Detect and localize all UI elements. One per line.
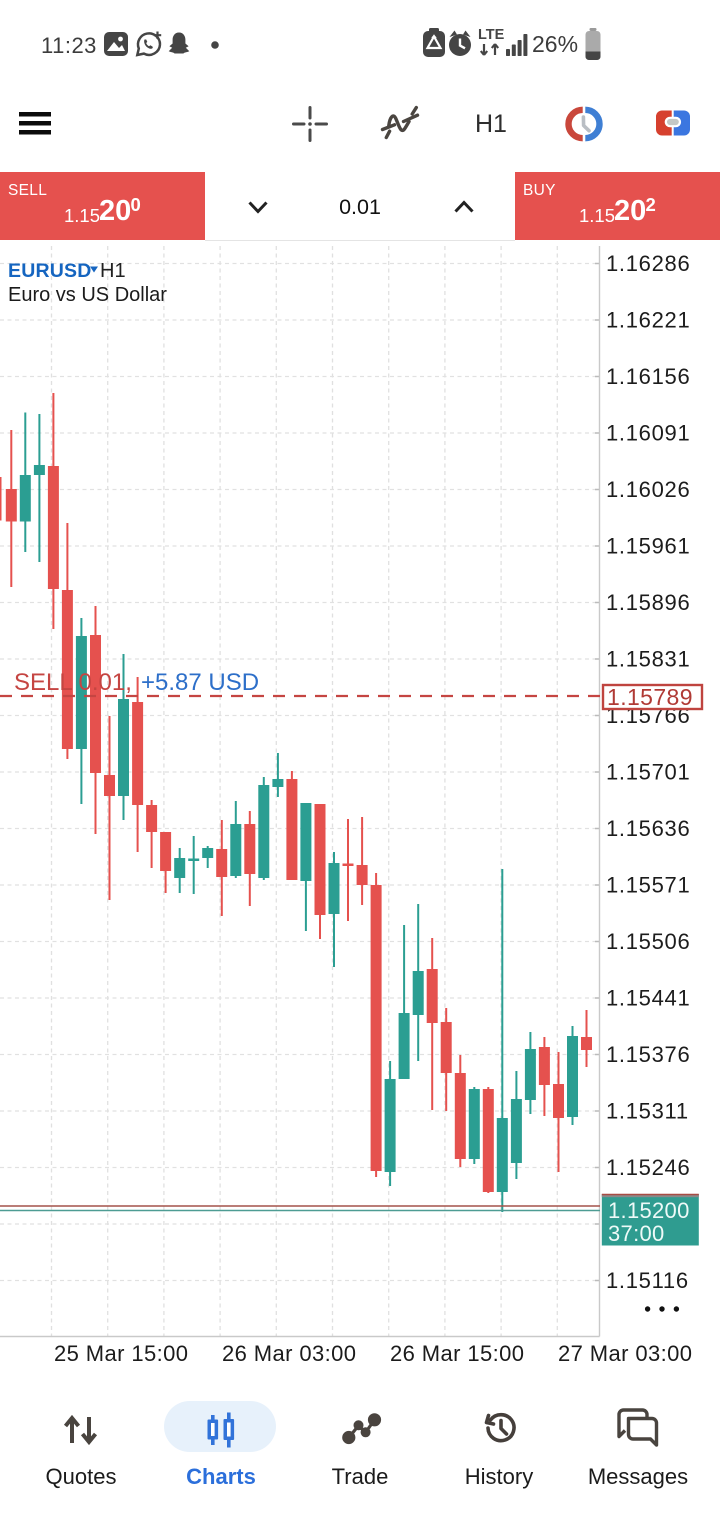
svg-text:1.16026: 1.16026 [606,477,690,502]
svg-text:+5.87 USD: +5.87 USD [141,669,259,696]
svg-text:SELL 0.01,: SELL 0.01, [14,669,132,696]
svg-text:1.15896: 1.15896 [606,590,690,615]
svg-text:27 Mar 03:00: 27 Mar 03:00 [558,1341,692,1366]
svg-text:Euro vs US Dollar: Euro vs US Dollar [8,284,167,306]
svg-text:1.15961: 1.15961 [606,534,690,559]
svg-text:1.15701: 1.15701 [606,760,690,785]
svg-text:1.15636: 1.15636 [606,816,690,841]
svg-text:1.15311: 1.15311 [606,1099,689,1124]
svg-text:H1: H1 [100,260,126,282]
svg-text:1.15200: 1.15200 [608,1198,690,1223]
svg-text:1.16091: 1.16091 [606,421,690,446]
svg-text:1.15571: 1.15571 [606,873,690,898]
svg-text:26 Mar 03:00: 26 Mar 03:00 [222,1341,356,1366]
svg-text:25 Mar 15:00: 25 Mar 15:00 [54,1341,188,1366]
svg-text:37:00: 37:00 [608,1221,665,1246]
svg-text:1.15376: 1.15376 [606,1042,690,1067]
svg-text:1.15246: 1.15246 [606,1155,690,1180]
svg-text:EURUSD: EURUSD [8,260,92,282]
svg-text:1.15831: 1.15831 [606,647,690,672]
svg-text:1.15441: 1.15441 [606,986,690,1011]
svg-text:1.16286: 1.16286 [606,251,690,276]
svg-text:1.16221: 1.16221 [606,308,690,333]
svg-text:1.15789: 1.15789 [607,684,693,710]
svg-text:1.15506: 1.15506 [606,929,690,954]
svg-text:1.16156: 1.16156 [606,364,690,389]
svg-text:LTE: LTE [478,27,505,43]
svg-text:1.15116: 1.15116 [606,1268,689,1293]
svg-text:26 Mar 15:00: 26 Mar 15:00 [390,1341,524,1366]
